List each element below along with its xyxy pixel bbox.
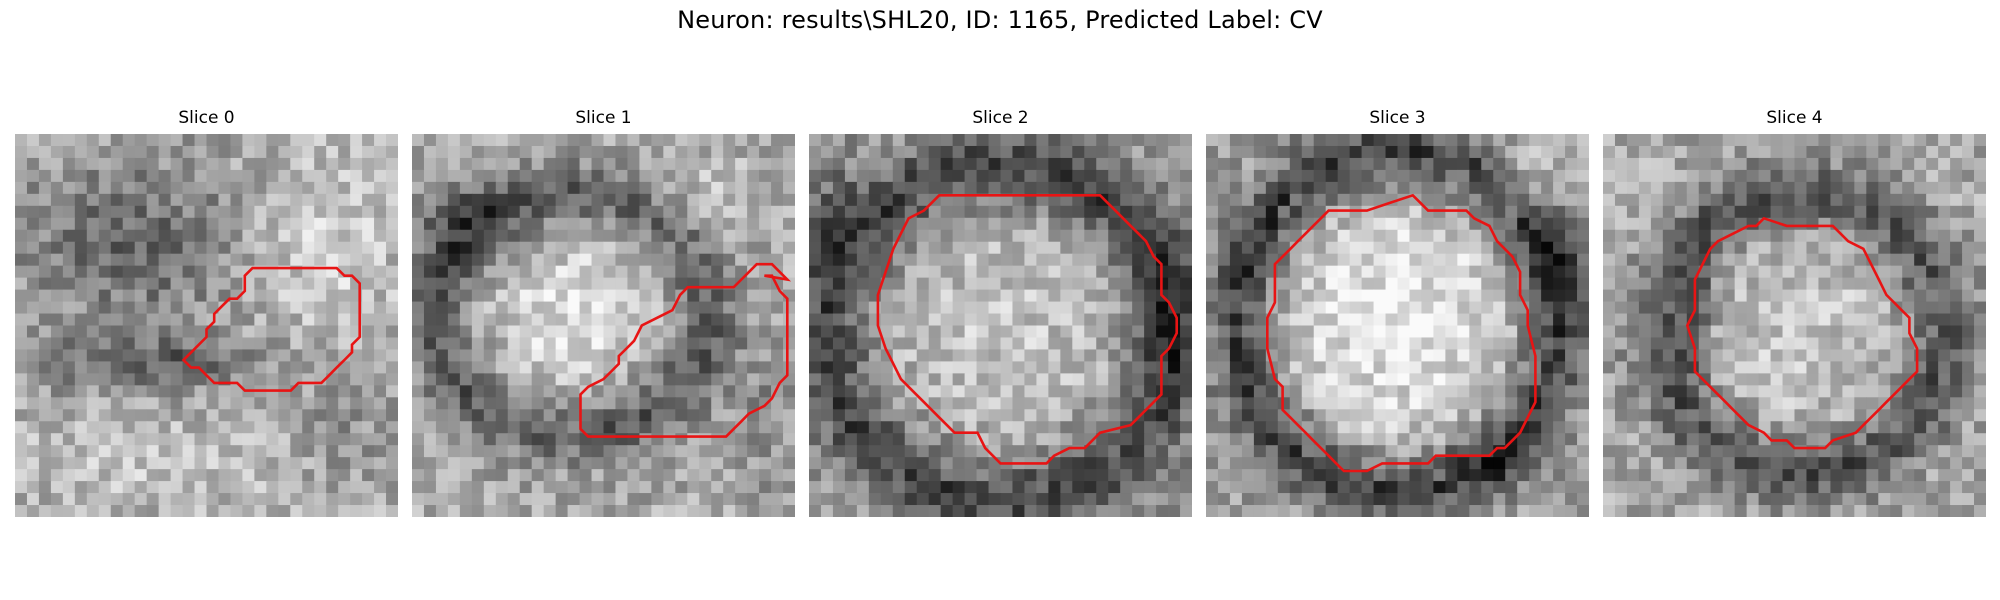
- segmentation-contour: [579, 262, 792, 438]
- segmentation-contour: [181, 266, 362, 392]
- slice-image: [1603, 134, 1986, 517]
- slice-title: Slice 3: [1369, 108, 1426, 128]
- slice-panel-0: Slice 0: [15, 108, 398, 517]
- segmentation-contour: [876, 193, 1179, 465]
- figure-title: Neuron: results\SHL20, ID: 1165, Predict…: [677, 6, 1323, 34]
- segmentation-contour: [1685, 216, 1919, 450]
- slice-panel-4: Slice 4: [1603, 108, 1986, 517]
- slice-image: [15, 134, 398, 517]
- slice-panel-3: Slice 3: [1206, 108, 1589, 517]
- slice-title: Slice 1: [575, 108, 632, 128]
- slice-image: [809, 134, 1192, 517]
- slice-image: [412, 134, 795, 517]
- slice-image: [1206, 134, 1589, 517]
- slice-title: Slice 4: [1766, 108, 1823, 128]
- slice-title: Slice 2: [972, 108, 1029, 128]
- slice-title: Slice 0: [178, 108, 235, 128]
- segmentation-contour: [1265, 193, 1537, 473]
- slice-panel-1: Slice 1: [412, 108, 795, 517]
- slice-panel-2: Slice 2: [809, 108, 1192, 517]
